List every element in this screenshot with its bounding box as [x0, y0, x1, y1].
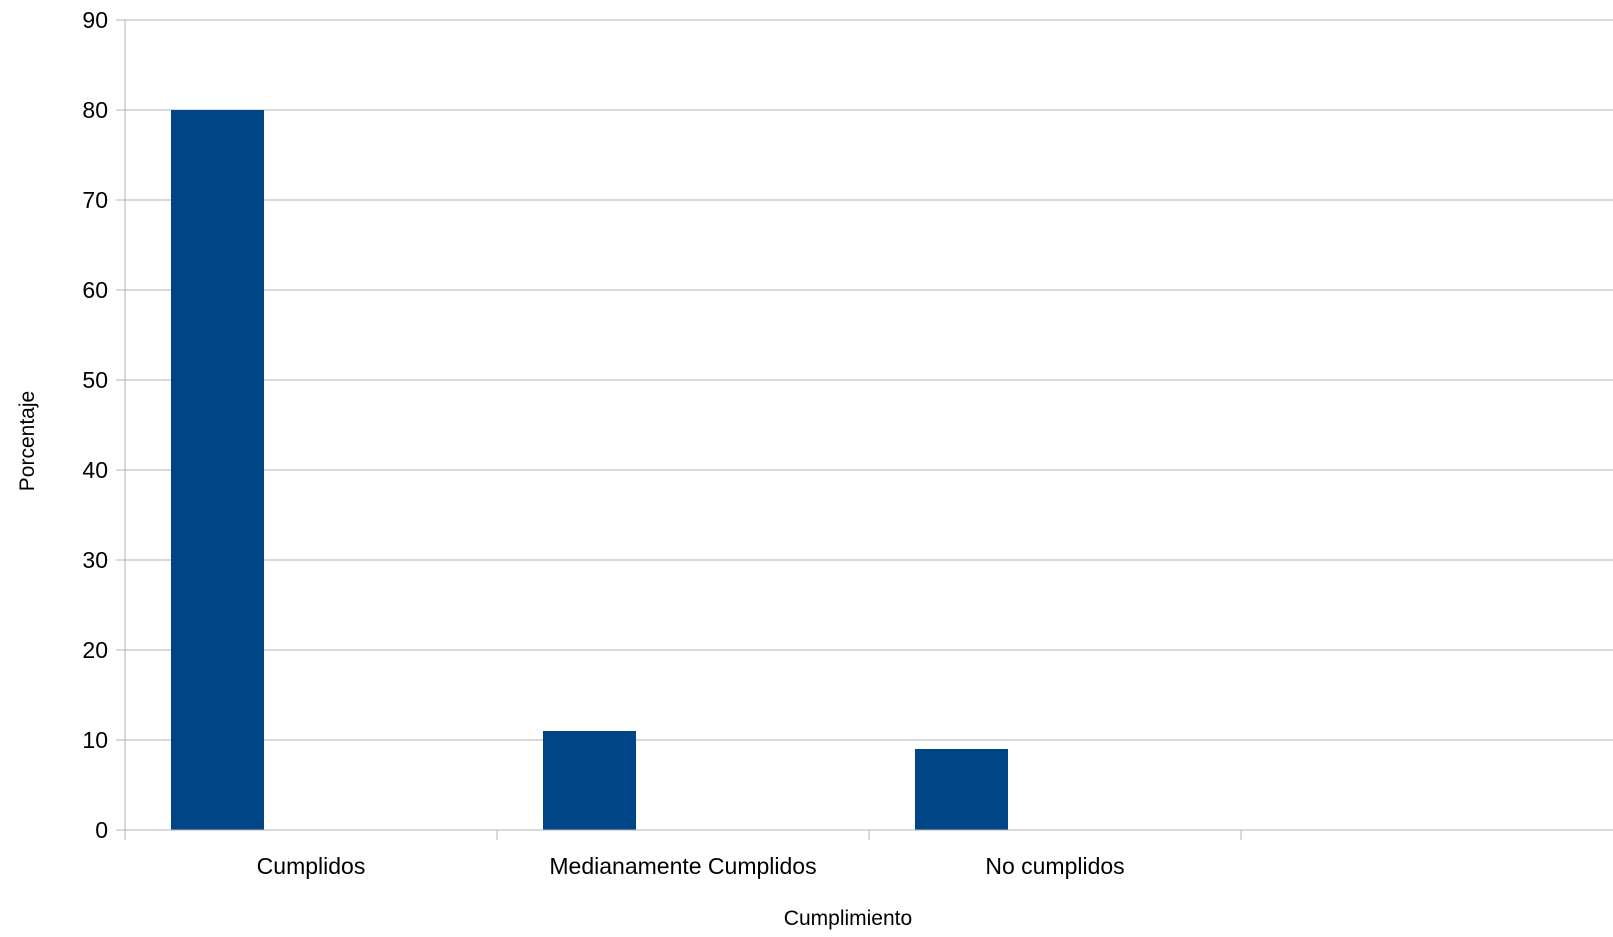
- y-tick-label: 90: [82, 7, 108, 33]
- y-tick-label: 80: [82, 97, 108, 123]
- y-tick-label: 50: [82, 367, 108, 393]
- y-tick-label: 70: [82, 187, 108, 213]
- axes: [116, 19, 1613, 840]
- y-tick-label: 30: [82, 547, 108, 573]
- x-axis-title: Cumplimiento: [784, 907, 912, 930]
- y-tick-label: 60: [82, 277, 108, 303]
- y-tick-label: 0: [95, 817, 108, 843]
- y-axis-title: Porcentaje: [16, 391, 39, 491]
- bar-medianamente-cumplidos: [543, 731, 636, 830]
- x-tick-label: Cumplidos: [257, 853, 366, 879]
- gridlines: [125, 19, 1613, 831]
- x-tick-label: Medianamente Cumplidos: [549, 853, 816, 879]
- x-tick-label: No cumplidos: [985, 853, 1124, 879]
- y-tick-label: 40: [82, 457, 108, 483]
- bar-cumplidos: [171, 110, 264, 830]
- y-tick-labels: 0 10 20 30 40 50 60 70 80 90: [82, 7, 108, 843]
- y-tick-label: 10: [82, 727, 108, 753]
- bar-no-cumplidos: [915, 749, 1008, 830]
- x-tick-labels: Cumplidos Medianamente Cumplidos No cumpli…: [257, 853, 1125, 879]
- bars: [171, 110, 1008, 830]
- y-tick-label: 20: [82, 637, 108, 663]
